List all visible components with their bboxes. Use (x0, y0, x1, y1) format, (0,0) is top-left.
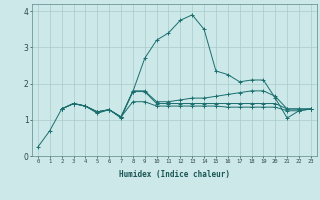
X-axis label: Humidex (Indice chaleur): Humidex (Indice chaleur) (119, 170, 230, 179)
